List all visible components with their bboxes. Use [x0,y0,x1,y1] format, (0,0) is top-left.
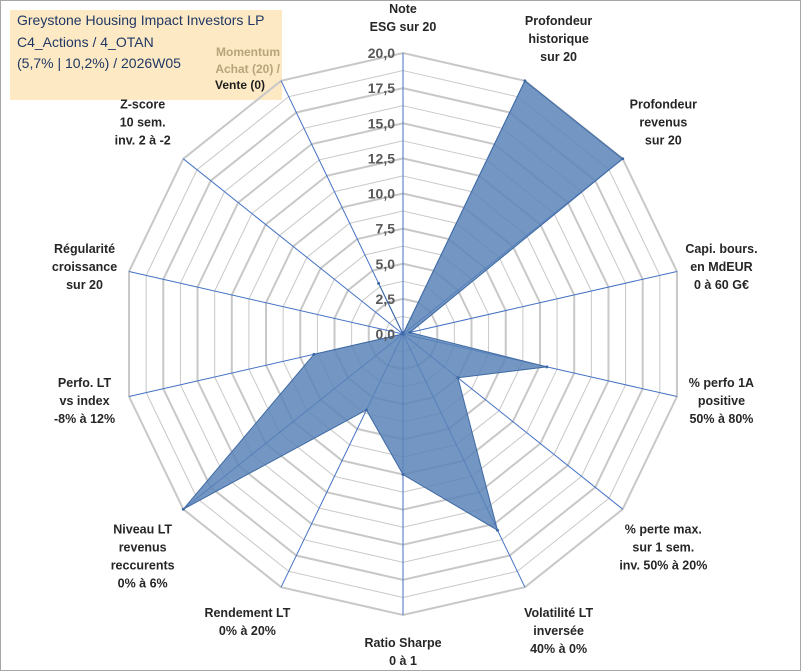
data-point [377,281,381,285]
axis-label: Note ESG sur 20 [370,2,437,34]
data-point [401,473,405,476]
axis-label-line: Volatilité LT [524,606,593,620]
axis-label-line: sur 20 [645,133,682,147]
axis-label-line: 0% à 20% [219,624,276,638]
axis-label-line: reccurents [111,559,175,573]
momentum-legend: Momentum Achat (20) / [150,44,280,78]
axis-label-line: Note [389,2,417,16]
tick-label: 2,5 [376,291,396,307]
tick-label: 0,0 [376,326,396,342]
axis-label-line: 0 à 1 [389,654,417,668]
axis-label: Niveau LT revenus reccurents 0% à 6% [111,523,175,591]
tick-label: 7,5 [376,221,396,237]
tick-label: 15,0 [368,115,395,131]
axis-label-line: historique [528,32,588,46]
data-point [408,330,412,334]
data-point [621,157,625,161]
momentum-sell-label: Vente (0) [214,78,265,92]
axis-label-line: Capi. bours. [685,242,757,256]
axis-label: Profondeur revenus sur 20 [630,97,697,147]
axis-label: % perte max. sur 1 sem. inv. 50% à 20% [619,523,707,573]
axis-label-line: 50% à 80% [689,412,753,426]
axis-spoke [182,158,404,335]
axis-label-line: revenus [639,115,687,129]
axis-label-line: % perte max. [625,523,702,537]
momentum-label: Momentum [216,45,280,59]
data-point [495,528,499,532]
axis-label: Z-score 10 sem. inv. 2 à -2 [115,97,171,147]
axis-label-line: Perfo. LT [58,376,112,390]
data-point [181,507,185,511]
axis-label-line: 10 sem. [120,115,166,129]
axis-label-line: Profondeur [525,14,592,28]
period-stats: (5,7% | 10,2%) / 2026W05 [17,55,181,71]
axis-label-line: Profondeur [630,97,697,111]
data-point [401,332,405,336]
axis-label-line: Rendement LT [204,606,290,620]
axis-label: Profondeur historique sur 20 [525,14,592,64]
axis-label: Capi. bours. en MdEUR 0 à 60 G€ [685,242,757,292]
axis-label-line: ESG sur 20 [370,20,437,34]
axis-label-line: 0% à 6% [118,577,168,591]
tick-label: 17,5 [368,80,395,96]
axis-label-line: revenus [119,541,167,555]
axis-label-line: -8% à 12% [54,412,115,426]
data-series-area [182,80,624,532]
axis-label-line: 0 à 60 G€ [694,278,749,292]
axis-label: Régularité croissance sur 20 [52,242,117,292]
data-point [312,352,316,356]
axis-label-line: Ratio Sharpe [364,636,441,650]
axis-label-line: en MdEUR [690,260,753,274]
data-point [545,365,549,369]
axis-label-line: Régularité [54,242,115,256]
axis-label-line: vs index [60,394,110,408]
axis-label-line: croissance [52,260,117,274]
company-name: Greystone Housing Impact Investors LP [17,12,265,28]
data-point [364,408,368,412]
axis-label: % perfo 1A positive 50% à 80% [689,376,754,426]
portfolio-path: C4_Actions / 4_OTAN [17,34,154,50]
axis-label-line: sur 1 sem. [632,541,694,555]
tick-label: 20,0 [368,45,395,61]
chart-title-box [10,10,282,100]
axis-label-line: sur 20 [66,278,103,292]
axis-label: Volatilité LT inversée 40% à 0% [524,606,593,656]
axis-label-line: positive [698,394,745,408]
axis-spoke [128,270,404,335]
tick-label: 10,0 [368,186,395,202]
axis-label-line: 40% à 0% [530,642,587,656]
momentum-buy-label: Achat (20) / [215,62,280,76]
axis-label: Perfo. LT vs index -8% à 12% [54,376,115,426]
axis-label-line: inv. 2 à -2 [115,133,171,147]
axis-label-line: % perfo 1A [689,376,754,390]
data-point [456,376,460,380]
axis-label-line: sur 20 [540,50,577,64]
axis-spoke [402,270,678,335]
tick-label: 5,0 [376,256,396,272]
data-point [523,79,527,83]
axis-label-line: inversée [533,624,584,638]
axis-label: Rendement LT 0% à 20% [204,606,290,638]
axis-label-line: Z-score [120,97,165,111]
axis-label-line: Niveau LT [113,523,172,537]
axis-label: Ratio Sharpe 0 à 1 [364,636,441,668]
tick-label: 12,5 [368,150,395,166]
axis-label-line: inv. 50% à 20% [619,559,707,573]
